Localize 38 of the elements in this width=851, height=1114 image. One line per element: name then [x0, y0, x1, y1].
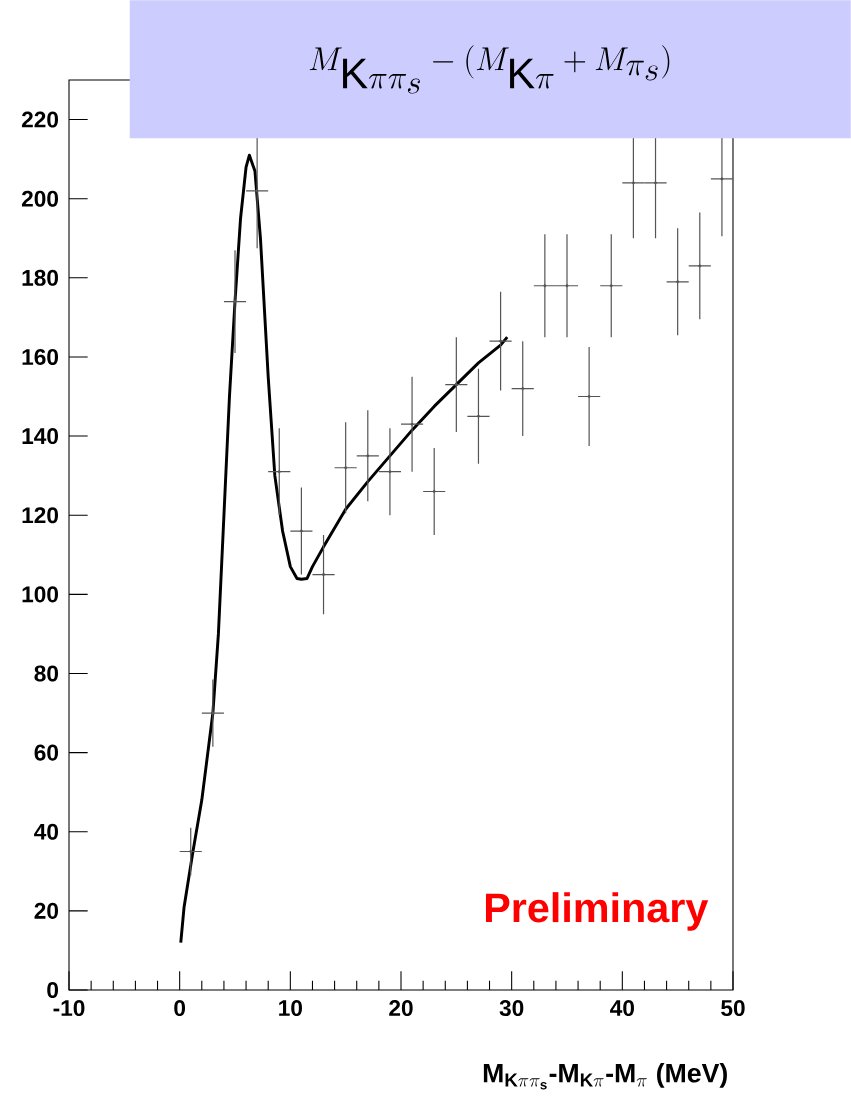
y-tick-label: 60	[34, 744, 59, 761]
point	[499, 339, 503, 343]
y-tick-label: 140	[22, 428, 59, 445]
y-tick-label: 20	[34, 902, 59, 919]
y-tick-label: 40	[34, 823, 59, 840]
y-tick-label: 200	[21, 190, 59, 207]
x-tick-label: 10	[279, 1000, 302, 1017]
point	[299, 529, 303, 533]
x-tick-label: -10	[53, 1000, 85, 1017]
point	[388, 470, 392, 474]
y-tick-label: 160	[22, 348, 59, 365]
y-tick-label: 120	[22, 507, 59, 524]
chart-title: $M_{\mathrm{K}\pi\pi_s} - (M_{\mathrm{K}\pi} + M_{\pi_s})$	[309, 45, 670, 94]
point	[587, 395, 591, 398]
point	[676, 280, 680, 284]
x-tick-label: 50	[721, 1000, 745, 1017]
point	[344, 466, 348, 470]
x-tick-label: 30	[499, 1000, 524, 1017]
point	[211, 711, 215, 715]
y-tick-label: 0	[47, 981, 59, 999]
point	[631, 181, 635, 185]
point	[565, 284, 569, 288]
point	[366, 454, 370, 458]
y-tick-label: 180	[22, 269, 59, 286]
x-tick-label: 40	[610, 1000, 634, 1017]
point	[255, 189, 259, 193]
point	[609, 284, 613, 288]
x-axis-title: $\mathbf{M}_{\mathbf{K}\pi\pi_{\mathbf{s}}}\textbf{-}\mathbf{M}_{\mathbf{K}\pi}\textbf{-}\mathbf{M}_{\pi}\ \textbf{(MeV)}$	[483, 1062, 727, 1090]
point	[543, 284, 547, 288]
x-tick-label: 0	[174, 1000, 186, 1017]
y-tick-label: 220	[21, 111, 59, 128]
point	[698, 264, 702, 268]
x-tick-label: 20	[389, 1000, 413, 1017]
y-tick-label: 100	[22, 586, 59, 603]
y-tick-label: 80	[34, 665, 59, 682]
annotation: Preliminary	[485, 892, 709, 931]
point	[720, 177, 724, 181]
point	[410, 422, 414, 426]
